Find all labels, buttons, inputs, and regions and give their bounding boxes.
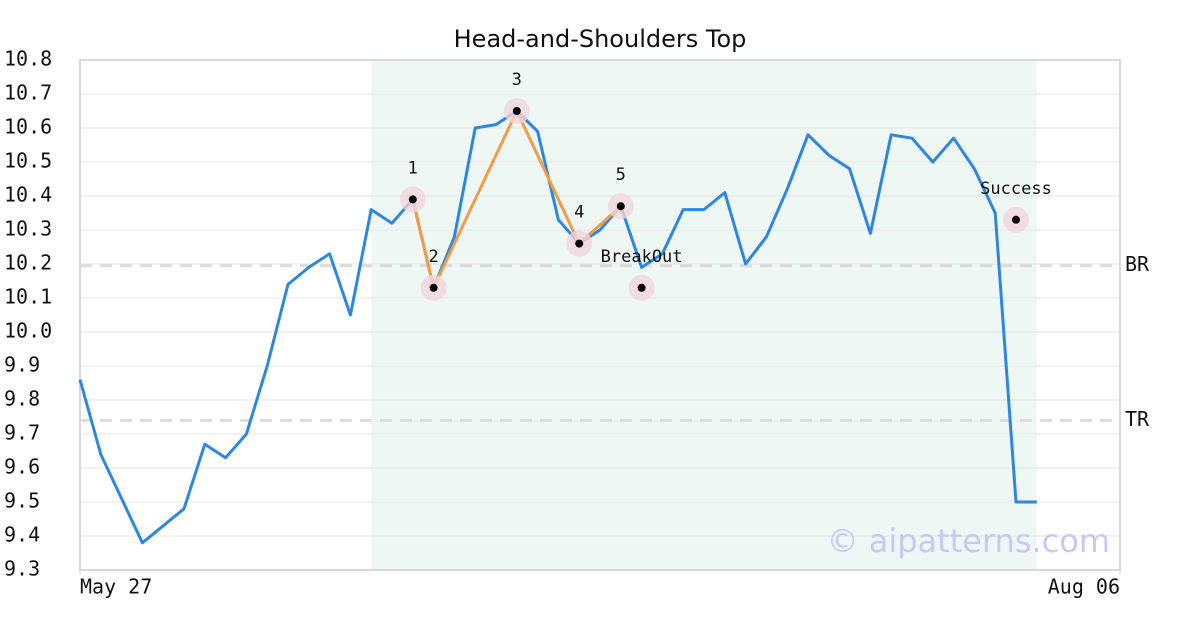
level-label: BR	[1125, 252, 1150, 276]
chart-title: Head-and-Shoulders Top	[454, 25, 747, 53]
y-tick-label: 9.9	[4, 353, 40, 377]
y-tick-label: 10.8	[4, 47, 52, 71]
level-label: TR	[1125, 407, 1150, 431]
watermark: © aipatterns.com	[827, 522, 1110, 560]
point-dot	[616, 202, 625, 211]
x-tick-label: May 27	[80, 575, 152, 599]
y-tick-label: 10.5	[4, 149, 52, 173]
y-tick-label: 10.2	[4, 251, 52, 275]
point-label: 5	[616, 165, 626, 185]
plot-frame	[79, 59, 1121, 571]
point-dot	[637, 283, 646, 292]
x-tick-label: Aug 06	[1048, 575, 1120, 599]
y-tick-label: 10.0	[4, 319, 52, 343]
point-label: 4	[574, 203, 584, 223]
y-tick-label: 10.7	[4, 81, 52, 105]
y-tick-label: 9.5	[4, 489, 40, 513]
point-dot	[429, 283, 438, 292]
y-tick-label: 9.4	[4, 523, 40, 547]
y-tick-label: 9.3	[4, 557, 40, 581]
point-label: Success	[980, 179, 1052, 199]
point-dot	[512, 107, 521, 115]
y-tick-label: 10.3	[4, 217, 52, 241]
y-tick-label: 9.6	[4, 455, 40, 479]
point-label: 3	[512, 70, 522, 90]
point-label: 1	[408, 158, 418, 178]
y-tick-label: 9.8	[4, 387, 40, 411]
y-tick-label: 10.4	[4, 183, 52, 207]
point-label: BreakOut	[601, 247, 683, 267]
point-dot	[575, 239, 584, 248]
point-dot	[408, 195, 417, 204]
y-tick-label: 10.6	[4, 115, 52, 139]
y-tick-label: 9.7	[4, 421, 40, 445]
y-tick-label: 10.1	[4, 285, 52, 309]
price-line	[78, 109, 1037, 545]
highlight-region	[371, 60, 1037, 570]
point-dot	[1012, 215, 1020, 224]
point-label: 2	[428, 247, 438, 267]
